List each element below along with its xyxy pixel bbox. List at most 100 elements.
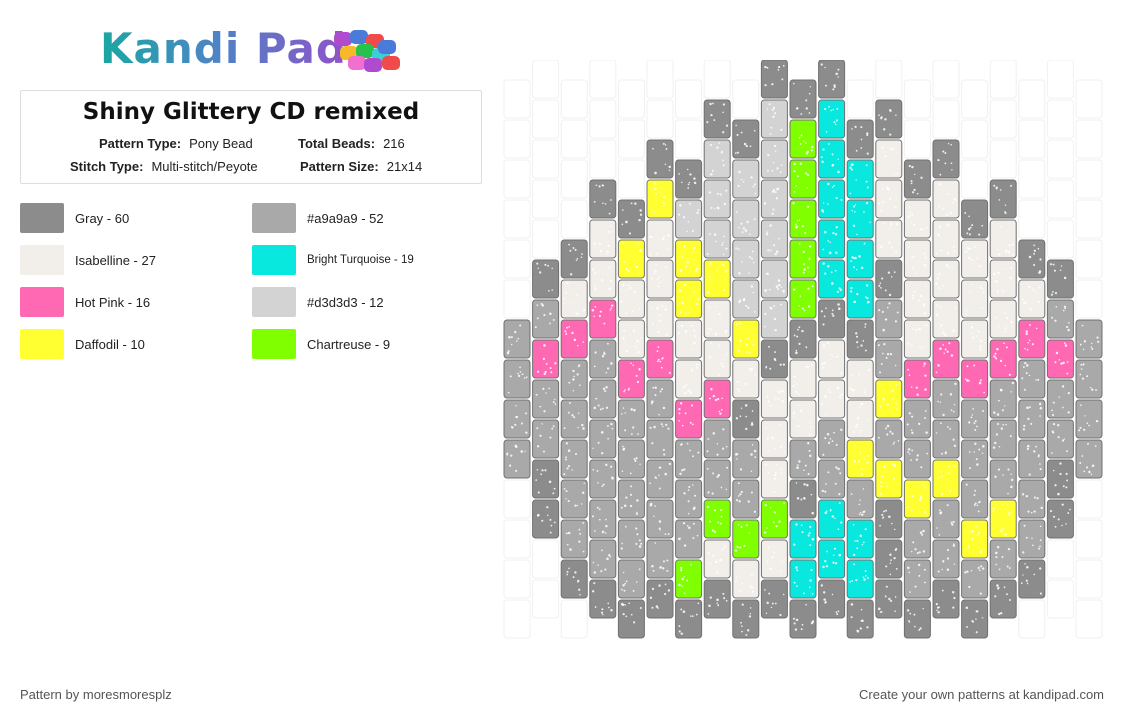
glitter-speck (1079, 373, 1082, 376)
glitter-speck (953, 563, 956, 565)
glitter-speck (854, 425, 858, 429)
glitter-speck (601, 452, 604, 455)
glitter-speck (974, 420, 977, 423)
glitter-speck (574, 311, 577, 313)
glitter-speck (628, 232, 631, 235)
glitter-speck (525, 431, 528, 434)
glitter-speck (568, 381, 571, 384)
glitter-speck (1026, 582, 1029, 585)
glitter-speck (824, 559, 827, 563)
glitter-speck (920, 496, 923, 499)
glitter-speck (649, 235, 651, 238)
glitter-speck (837, 467, 840, 471)
glitter-speck (975, 525, 977, 528)
glitter-speck (856, 292, 859, 296)
glitter-speck (969, 247, 972, 250)
glitter-speck (766, 66, 769, 69)
glitter-speck (911, 213, 914, 216)
bead (961, 199, 989, 239)
glitter-speck (635, 542, 638, 545)
glitter-speck (998, 199, 1001, 201)
glitter-speck (974, 428, 977, 432)
glitter-speck (593, 315, 595, 318)
empty-bead-cell (646, 60, 674, 99)
glitter-speck (773, 477, 776, 480)
empty-bead-cell (989, 99, 1017, 139)
glitter-speck (840, 521, 843, 524)
glitter-speck (1054, 291, 1058, 295)
glitter-speck (753, 218, 756, 221)
glitter-speck (662, 196, 666, 199)
bead (961, 519, 989, 559)
glitter-speck (908, 206, 911, 208)
glitter-speck (832, 355, 835, 358)
glitter-speck (740, 525, 743, 529)
glitter-speck (952, 591, 955, 594)
glitter-speck (998, 445, 1001, 448)
glitter-speck (866, 296, 869, 300)
glitter-speck (722, 263, 725, 266)
glitter-speck (649, 426, 652, 429)
glitter-speck (924, 285, 927, 288)
glitter-speck (566, 570, 569, 573)
glitter-speck (764, 312, 767, 315)
glitter-speck (913, 223, 916, 226)
glitter-speck (854, 444, 856, 447)
glitter-speck (805, 603, 807, 606)
glitter-speck (803, 469, 805, 472)
glitter-speck (668, 371, 671, 374)
glitter-speck (867, 577, 869, 579)
glitter-speck (708, 276, 711, 279)
glitter-speck (1056, 423, 1060, 427)
glitter-speck (767, 249, 770, 252)
glitter-speck (691, 229, 694, 233)
kandi-pad-logo[interactable]: Kandi Pad (100, 24, 410, 74)
glitter-speck (709, 596, 712, 599)
glitter-speck (620, 300, 623, 303)
glitter-speck (862, 541, 865, 544)
glitter-speck (1026, 406, 1029, 410)
glitter-speck (634, 202, 637, 205)
glitter-speck (780, 286, 783, 289)
glitter-speck (745, 144, 748, 148)
glitter-speck (827, 341, 830, 345)
glitter-speck (796, 335, 799, 338)
bead (732, 199, 760, 239)
glitter-speck (1004, 268, 1006, 271)
glitter-speck (552, 425, 555, 428)
glitter-speck (720, 515, 723, 518)
empty-bead-cell (1046, 179, 1074, 219)
glitter-speck (680, 632, 683, 635)
glitter-speck (772, 115, 775, 119)
glitter-speck (780, 468, 782, 471)
glitter-speck (779, 569, 782, 572)
glitter-speck (608, 212, 611, 215)
glitter-speck (1097, 340, 1100, 344)
legend-item-daffodil: Daffodil - 10 (20, 329, 145, 359)
glitter-speck (851, 210, 853, 212)
glitter-speck (839, 472, 842, 475)
bead (789, 159, 817, 199)
glitter-speck (943, 352, 946, 355)
glitter-speck (763, 202, 767, 205)
glitter-speck (697, 602, 700, 605)
glitter-speck (774, 191, 777, 194)
kandipad-link[interactable]: Create your own patterns at kandipad.com (859, 687, 1104, 702)
glitter-speck (776, 167, 779, 170)
glitter-speck (827, 471, 830, 474)
glitter-speck (602, 387, 606, 391)
glitter-speck (981, 224, 984, 227)
bead (675, 279, 703, 319)
glitter-speck (894, 596, 897, 598)
glitter-speck (625, 312, 628, 314)
glitter-speck (1025, 494, 1028, 498)
glitter-speck (1055, 351, 1059, 355)
glitter-speck (746, 629, 750, 632)
glitter-speck (506, 453, 509, 456)
glitter-speck (820, 63, 823, 66)
empty-bead-cell (1018, 599, 1046, 639)
glitter-speck (795, 185, 798, 187)
glitter-speck (852, 524, 855, 526)
glitter-speck (826, 550, 828, 553)
glitter-speck (679, 204, 682, 207)
